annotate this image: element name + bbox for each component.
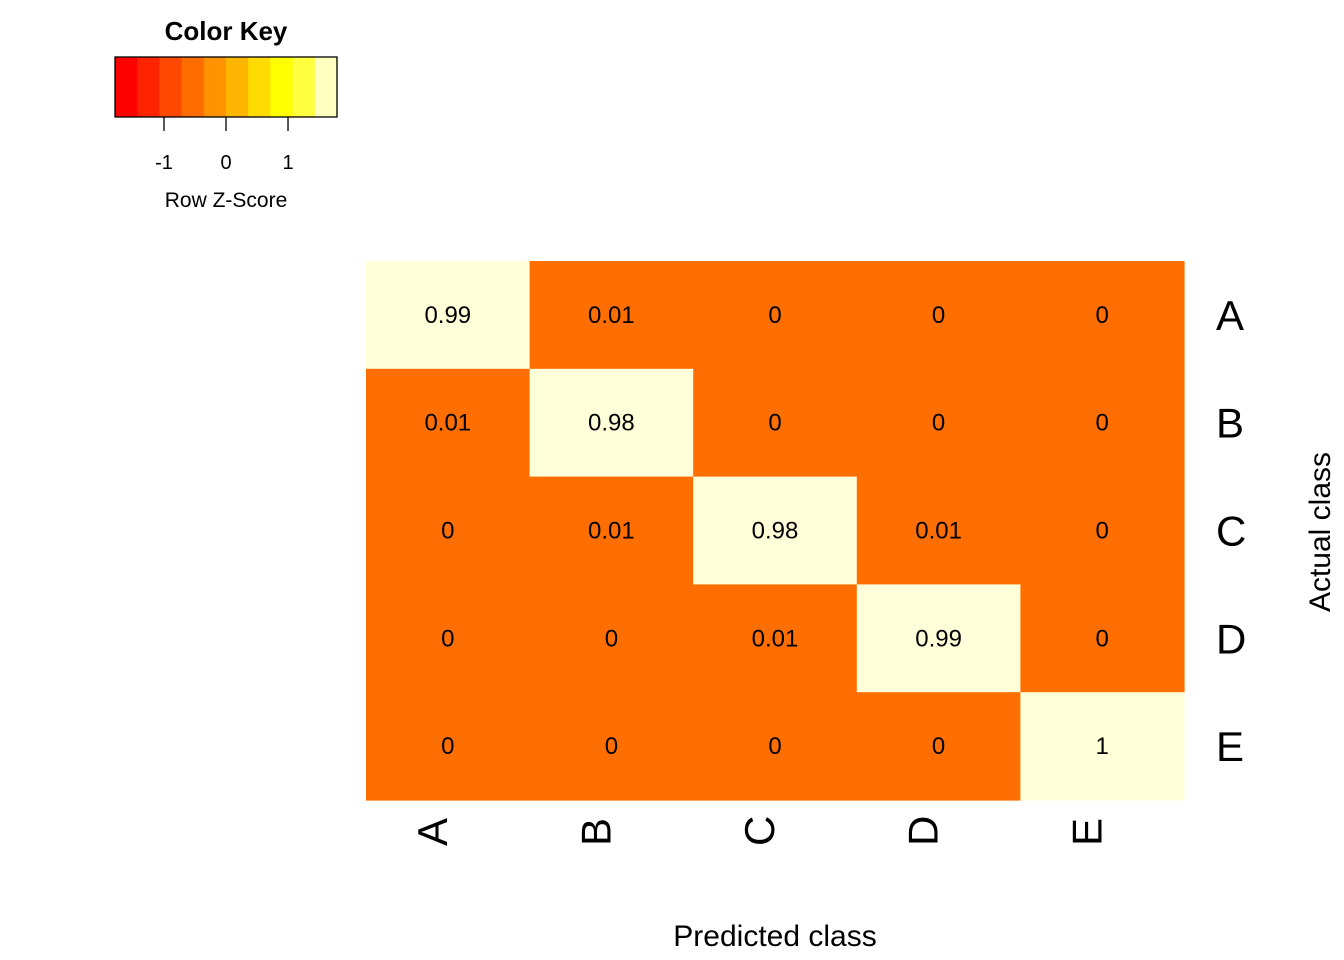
heatmap-cell [366, 261, 531, 370]
color-key-swatch [226, 57, 249, 117]
heatmap-cell [366, 584, 531, 693]
color-key: Color Key -1 0 1 Row Z-Score [114, 16, 338, 212]
color-key-title: Color Key [165, 16, 288, 46]
heatmap-cell [856, 584, 1021, 693]
heatmap-cell-label: 0 [441, 733, 454, 760]
heatmap-cell [693, 476, 858, 585]
heatmap-cell-label: 0 [1096, 625, 1109, 652]
heatmap-cell [1020, 261, 1185, 370]
heatmap-cell-label: 1 [1096, 733, 1109, 760]
heatmap-cell-label: 0.99 [424, 302, 471, 329]
heatmap-cell-label: 0 [768, 410, 781, 437]
x-axis-tick-label: B [572, 818, 619, 846]
color-key-tick-label: 0 [220, 152, 231, 174]
heatmap-cell [529, 476, 694, 585]
x-axis-tick-label: D [900, 816, 947, 846]
x-axis-title: Predicted class [673, 920, 876, 953]
heatmap-cell [1020, 692, 1185, 801]
heatmap-cell-label: 0.98 [588, 410, 635, 437]
x-axis-tick-labels: A B C D E [409, 816, 1110, 846]
heatmap-cell [856, 476, 1021, 585]
heatmap-cell-label: 0 [1096, 410, 1109, 437]
y-axis-tick-label: A [1216, 292, 1244, 339]
y-axis-tick-labels: A B C D E [1216, 292, 1246, 770]
heatmap-cell-label: 0 [932, 410, 945, 437]
heatmap-cell-label: 0 [932, 733, 945, 760]
x-axis-tick-label: C [736, 816, 783, 846]
heatmap-cell [693, 692, 858, 801]
color-key-swatch [248, 57, 271, 117]
heatmap-cell [529, 584, 694, 693]
heatmap-cell [529, 261, 694, 370]
heatmap-cell-label: 0.01 [588, 302, 635, 329]
heatmap-cell-label: 0 [1096, 302, 1109, 329]
color-key-bar [115, 57, 338, 117]
color-key-label: Row Z-Score [165, 189, 288, 212]
color-key-swatch [137, 57, 160, 117]
heatmap-cell [529, 692, 694, 801]
color-key-ticks: -1 0 1 [155, 117, 294, 174]
heatmap-cell [1020, 584, 1185, 693]
heatmap-cell-label: 0.98 [752, 518, 799, 545]
y-axis-tick-label: C [1216, 508, 1246, 555]
color-key-swatch [314, 57, 338, 117]
heatmap-cell-labels: 0.99 0.01 0 0 0 0.01 0.98 0 0 0 0 0.01 0.98 0.01 0 0 0 0.… [424, 302, 1108, 760]
color-key-swatch [292, 57, 316, 117]
heatmap-cell [529, 368, 694, 478]
heatmap-cell-label: 0.01 [752, 625, 799, 652]
color-key-swatch [159, 57, 183, 117]
heatmap-cells [366, 261, 1185, 801]
heatmap-cell-label: 0 [605, 625, 618, 652]
heatmap-cell [1020, 476, 1185, 585]
heatmap-cell [693, 261, 858, 370]
heatmap-cell [856, 261, 1021, 370]
heatmap-cell-label: 0.01 [588, 518, 635, 545]
heatmap-cell-label: 0 [441, 625, 454, 652]
heatmap-cell-label: 0.01 [915, 518, 962, 545]
heatmap-cell-label: 0 [441, 518, 454, 545]
y-axis-tick-label: B [1216, 400, 1244, 447]
heatmap-cell-label: 0 [932, 302, 945, 329]
color-key-swatch [203, 57, 227, 117]
x-axis-tick-label: E [1063, 818, 1110, 846]
color-key-swatch [270, 57, 294, 117]
heatmap-cell-label: 0 [768, 733, 781, 760]
heatmap-cell [366, 368, 531, 478]
heatmap-cell [366, 692, 531, 801]
heatmap-cell-label: 0 [605, 733, 618, 760]
color-key-swatch [181, 57, 205, 117]
heatmap-cell [693, 368, 858, 478]
y-axis-tick-label: D [1216, 615, 1246, 662]
heatmap-cell-label: 0 [1096, 518, 1109, 545]
x-axis-tick-label: A [409, 818, 456, 846]
heatmap-cell [856, 692, 1021, 801]
y-axis-tick-label: E [1216, 723, 1244, 770]
heatmap-cell [856, 368, 1021, 478]
color-key-swatch [115, 57, 138, 117]
heatmap-cell [693, 584, 858, 693]
heatmap-cell [366, 476, 531, 585]
heatmap-cell-label: 0.99 [915, 625, 962, 652]
y-axis-title: Actual class [1304, 452, 1337, 612]
heatmap-cell-label: 0 [768, 302, 781, 329]
color-key-tick-label: -1 [155, 152, 173, 174]
heatmap-cell [1020, 368, 1185, 478]
color-key-tick-label: 1 [282, 152, 293, 174]
heatmap-cell-label: 0.01 [424, 410, 471, 437]
